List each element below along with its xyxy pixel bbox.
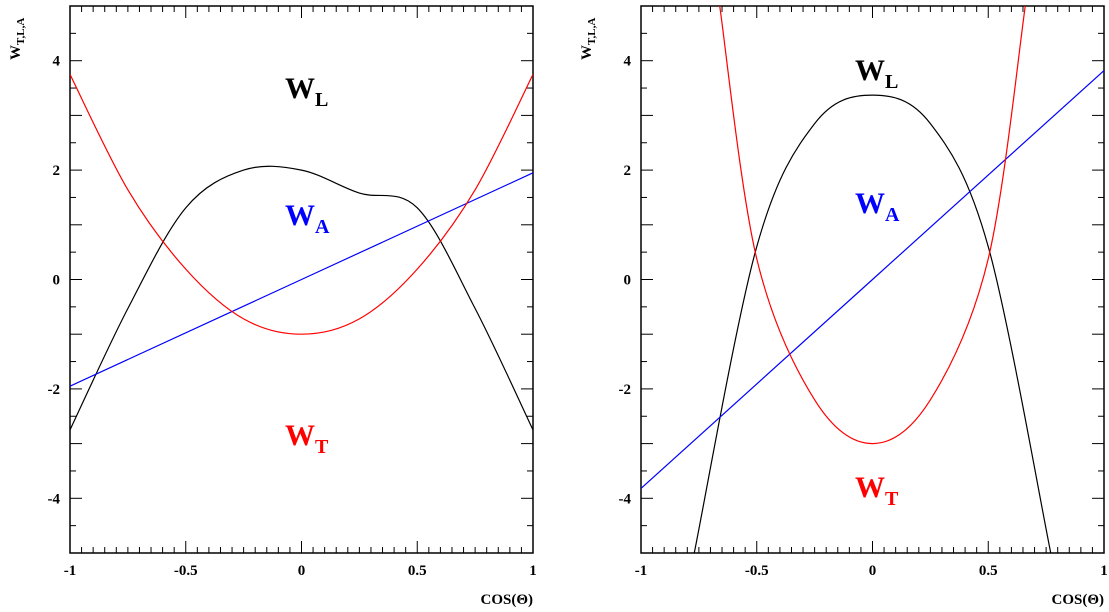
label-w-a: WA (285, 199, 330, 238)
label-w-l: WL (855, 54, 898, 93)
y-axis-title: WT,L,A (8, 18, 27, 60)
y-tick-label: -4 (48, 491, 61, 507)
y-tick-label: 0 (624, 273, 632, 289)
x-tick-label: -0.5 (745, 563, 769, 579)
label-w-t-sub: T (885, 488, 899, 510)
y-tick-label: -4 (619, 491, 632, 507)
y-axis-title-sub: T,L,A (15, 18, 27, 45)
tick-marks (69, 5, 534, 554)
y-tick-label: -2 (48, 382, 61, 398)
y-tick-label: 2 (624, 163, 632, 179)
x-axis-title: COS(Θ) (1052, 592, 1105, 608)
series-line-w-t (70, 74, 533, 335)
label-w-t: WT (855, 471, 899, 510)
series-line-w-l (70, 165, 533, 431)
y-axis-title-main: W (8, 45, 24, 60)
label-w-t: WT (285, 419, 329, 458)
x-tick-label: 1 (529, 563, 537, 579)
y-tick-label: 4 (53, 54, 61, 70)
y-tick-label: 2 (53, 163, 61, 179)
label-w-a-sub: A (885, 204, 900, 226)
y-tick-label: -2 (619, 382, 632, 398)
label-w-a-sub: A (315, 216, 330, 238)
label-w-a: WA (855, 187, 900, 226)
y-axis-title: WT,L,A (579, 18, 598, 60)
label-w-l-sub: L (885, 71, 898, 93)
x-tick-label: -1 (635, 563, 648, 579)
y-axis-title-sub: T,L,A (586, 18, 598, 45)
x-tick-labels: -1 -0.5 0 0.5 1 (635, 563, 1108, 579)
x-tick-labels: -1 -0.5 0 0.5 1 (64, 563, 537, 579)
label-w-t-sub: T (315, 436, 329, 458)
y-tick-labels: -4 -2 0 2 4 (48, 54, 61, 508)
label-w-a-main: W (285, 199, 315, 232)
tick-marks (640, 5, 1105, 554)
label-w-a-main: W (855, 187, 885, 220)
y-tick-label: 4 (624, 54, 632, 70)
x-tick-label: 1 (1100, 563, 1108, 579)
series-curves (70, 74, 533, 431)
label-w-l-sub: L (315, 89, 328, 111)
x-tick-label: 0 (869, 563, 877, 579)
y-tick-labels: -4 -2 0 2 4 (619, 54, 632, 508)
x-tick-label: 0 (298, 563, 306, 579)
label-w-l-main: W (285, 72, 315, 105)
x-tick-label: -1 (64, 563, 77, 579)
series-line-w-t (719, 6, 1026, 445)
x-axis-title: COS(Θ) (481, 592, 534, 608)
series-curves (641, 6, 1104, 553)
x-tick-label: 0.5 (408, 563, 427, 579)
label-w-l: WL (285, 72, 328, 111)
y-axis-title-main: W (579, 45, 595, 60)
x-tick-label: 0.5 (979, 563, 998, 579)
label-w-l-main: W (855, 54, 885, 87)
series-line-w-a (641, 70, 1104, 489)
y-tick-label: 0 (53, 273, 61, 289)
label-w-t-main: W (285, 419, 315, 452)
series-line-w-l (693, 94, 1052, 553)
label-w-t-main: W (855, 471, 885, 504)
series-line-w-a (70, 172, 533, 387)
x-tick-label: -0.5 (174, 563, 198, 579)
